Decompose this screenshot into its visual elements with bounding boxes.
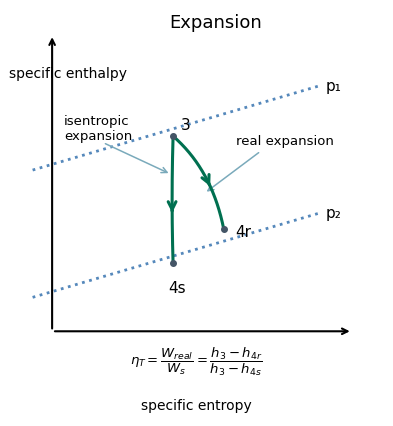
Text: $\eta_T = \dfrac{W_{real}}{W_s} = \dfrac{h_3 - h_{4r}}{h_3 - h_{4s}}$: $\eta_T = \dfrac{W_{real}}{W_s} = \dfrac… [130, 345, 263, 377]
Text: Expansion: Expansion [170, 14, 263, 32]
Text: specific enthalpy: specific enthalpy [9, 66, 127, 81]
Text: 3: 3 [181, 118, 191, 132]
Text: isentropic
expansion: isentropic expansion [64, 115, 132, 142]
Text: 4r: 4r [235, 225, 252, 239]
Text: 4s: 4s [168, 281, 186, 296]
Text: real expansion: real expansion [235, 135, 333, 147]
Text: specific entropy: specific entropy [141, 398, 252, 412]
Text: p₂: p₂ [325, 205, 341, 221]
Text: p₁: p₁ [325, 78, 341, 94]
